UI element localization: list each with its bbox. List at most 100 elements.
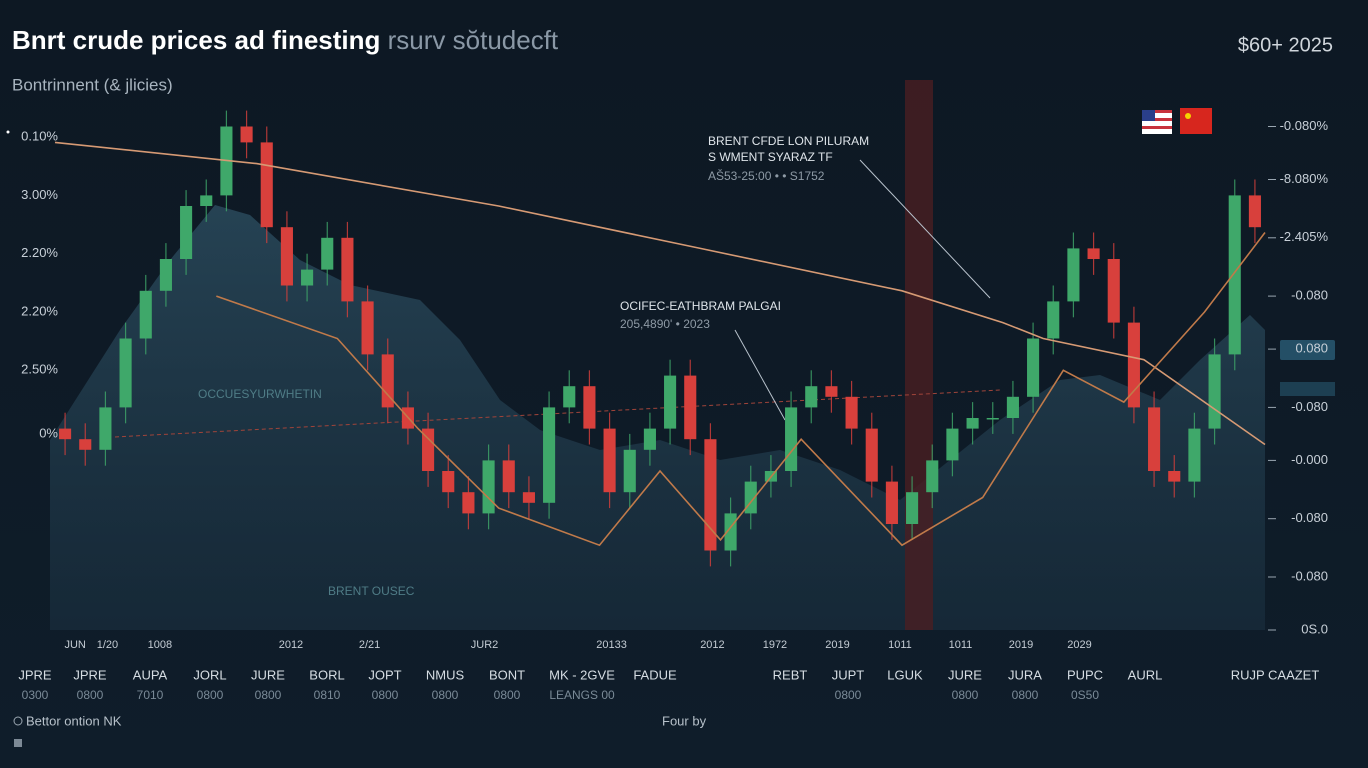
axis-box	[1280, 382, 1335, 396]
candle-body	[79, 439, 92, 450]
annotation: BRENT CFDE LON PILURAM	[708, 134, 869, 148]
flag-stripe	[1142, 126, 1172, 129]
line-series	[216, 232, 1266, 547]
row-value: 0800	[1012, 688, 1039, 702]
flag-stripe	[1142, 118, 1172, 121]
candle-body	[845, 396, 858, 429]
row-value: 0800	[835, 688, 862, 702]
y-tick-label: 3.00%	[21, 187, 58, 202]
row-value: 0800	[197, 688, 224, 702]
y2-tick-label: -2.405%	[1280, 229, 1329, 244]
candle-body	[361, 301, 374, 355]
candle-body	[885, 481, 898, 524]
row-value: 0800	[432, 688, 459, 702]
candle-body	[59, 428, 72, 440]
row-label: JURE	[251, 667, 285, 682]
row-label: JUPT	[832, 667, 865, 682]
row-label: JORL	[193, 667, 226, 682]
highlight-band	[905, 80, 933, 630]
watermark-label: BRENT OUSEC	[328, 584, 415, 598]
candle-body	[906, 492, 919, 524]
row-value: 0800	[77, 688, 104, 702]
candle-body	[966, 418, 979, 429]
candle-body	[563, 386, 576, 408]
candle-body	[200, 195, 213, 206]
y-tick-label: 2.50%	[21, 362, 58, 377]
x-tick-label: 2012	[279, 639, 303, 651]
candle-body	[825, 386, 838, 397]
x-tick-label: 1008	[148, 639, 172, 651]
y-tick-label: 0%	[39, 425, 58, 440]
candle-body	[1067, 248, 1080, 302]
candle-body	[865, 428, 878, 482]
candle-body	[1208, 354, 1221, 429]
x-tick-label: 2019	[825, 639, 849, 651]
y2-tick-label: -0.000	[1291, 452, 1328, 467]
top-right-label: $60+ 2025	[1238, 34, 1333, 56]
footer-center: Four by	[662, 713, 707, 728]
candle-body	[1047, 301, 1060, 339]
candle-body	[785, 407, 798, 471]
candle-body	[240, 126, 253, 143]
row-value: 7010	[137, 688, 164, 702]
x-tick-label: JUN	[64, 639, 85, 651]
axis-highlight	[1280, 340, 1335, 360]
candle-body	[623, 449, 636, 493]
line-series	[54, 141, 1266, 446]
row-label: BONT	[489, 667, 525, 682]
candle-body	[603, 428, 616, 493]
candle-body	[280, 227, 293, 286]
flag-star	[1185, 113, 1191, 119]
row-label: MK - 2GVE	[549, 667, 615, 682]
flag-canton	[1142, 110, 1155, 121]
candle-body	[643, 428, 656, 450]
candle-body	[1087, 248, 1100, 259]
candle-body	[482, 460, 495, 514]
candle-body	[1027, 338, 1040, 397]
candle-body	[321, 237, 334, 270]
annotation-arrow	[734, 329, 786, 421]
candle-body	[1188, 428, 1201, 482]
candle-body	[502, 460, 515, 493]
annotation: 205,4890' • 2023	[620, 317, 710, 331]
candle-body	[180, 206, 193, 259]
candle-body	[522, 492, 535, 503]
row-label: AURL	[1128, 667, 1163, 682]
candle-body	[684, 375, 697, 440]
row-label: JURE	[948, 667, 982, 682]
x-tick-label: 2012	[700, 639, 724, 651]
y2-tick-label: -0.080%	[1280, 118, 1329, 133]
y2-tick-label: 0.080	[1295, 341, 1328, 356]
candle-body	[805, 386, 818, 408]
annotation: AŠ53-25:00 • • S1752	[708, 168, 825, 183]
x-tick-label: 1011	[949, 639, 973, 651]
candle-body	[664, 375, 677, 429]
candle-body	[1228, 195, 1241, 355]
footer-icon	[13, 716, 23, 726]
candle-body	[422, 428, 435, 471]
row-label: LGUK	[887, 667, 923, 682]
y2-tick-label: -0.080	[1291, 288, 1328, 303]
candle-body	[462, 492, 475, 514]
annotation: S WMENT SYARAZ TF	[708, 150, 833, 164]
row-label: NMUS	[426, 667, 465, 682]
y-tick-label: 2.20%	[21, 303, 58, 318]
y2-tick-label: -0.080	[1291, 568, 1328, 583]
row-value: 0810	[314, 688, 341, 702]
candle-body	[583, 386, 596, 429]
y-tick-label: 2.20%	[21, 245, 58, 260]
candle-body	[301, 269, 314, 286]
candle-body	[159, 259, 172, 291]
x-tick-label: 20133	[596, 639, 627, 651]
x-tick-label: 2029	[1067, 639, 1091, 651]
candle-body	[1127, 322, 1140, 408]
watermark-label: OCCUESYURWHETIN	[198, 387, 322, 401]
annotation-arrow	[859, 159, 991, 299]
row-value: LEANGS 00	[549, 688, 615, 702]
row-label: AUPA	[133, 667, 168, 682]
flag-cn	[1180, 108, 1212, 134]
row-label: RUJP CAAZET	[1231, 667, 1320, 682]
row-value: 0S50	[1071, 688, 1099, 702]
footer-left: Bettor ontion NK	[26, 713, 122, 728]
candle-body	[946, 428, 959, 461]
